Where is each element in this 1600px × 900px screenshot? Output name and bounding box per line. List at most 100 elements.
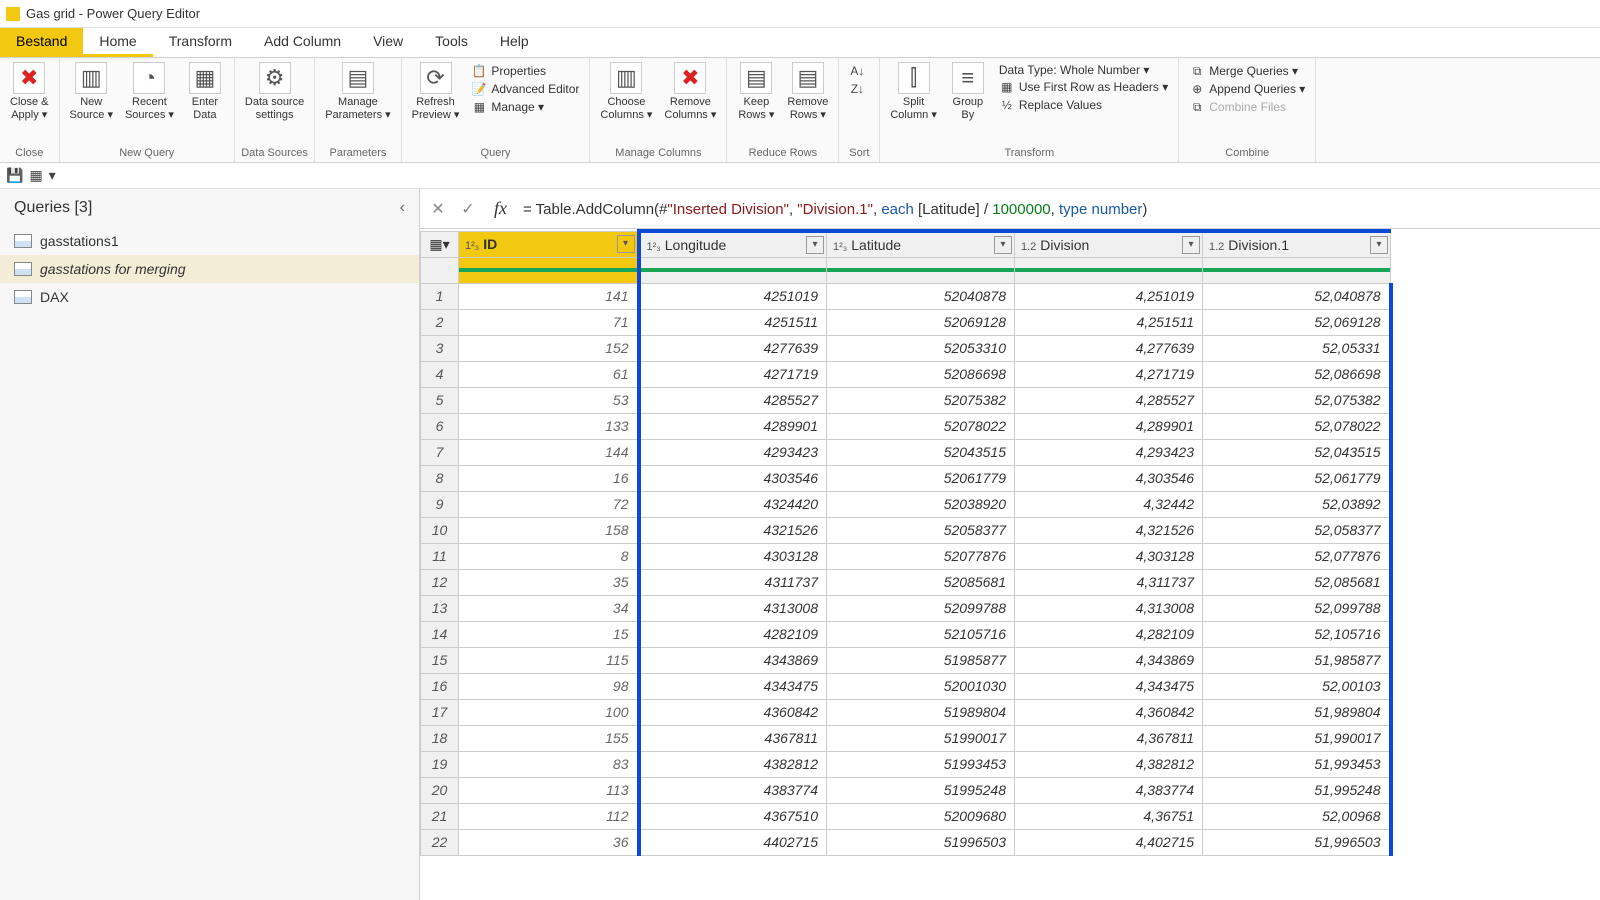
table-row[interactable]: 5534285527520753824,28552752,075382 xyxy=(421,387,1391,413)
cell-id[interactable]: 98 xyxy=(459,673,639,699)
manage-button[interactable]: ▦Manage ▾ xyxy=(467,98,583,116)
table-row[interactable]: 12354311737520856814,31173752,085681 xyxy=(421,569,1391,595)
row-number[interactable]: 4 xyxy=(421,361,459,387)
row-number[interactable]: 10 xyxy=(421,517,459,543)
cell-division[interactable]: 4,383774 xyxy=(1015,777,1203,803)
sort-desc-button[interactable]: Z↓ xyxy=(845,80,873,98)
cell-id[interactable]: 115 xyxy=(459,647,639,673)
cell-longitude[interactable]: 4277639 xyxy=(639,335,827,361)
cell-longitude[interactable]: 4251019 xyxy=(639,283,827,309)
cell-latitude[interactable]: 52053310 xyxy=(827,335,1015,361)
cell-division1[interactable]: 52,00103 xyxy=(1203,673,1391,699)
close-apply-button[interactable]: ✖Close & Apply ▾ xyxy=(4,60,55,124)
cell-latitude[interactable]: 52085681 xyxy=(827,569,1015,595)
cell-id[interactable]: 35 xyxy=(459,569,639,595)
cell-division[interactable]: 4,282109 xyxy=(1015,621,1203,647)
cell-latitude[interactable]: 52040878 xyxy=(827,283,1015,309)
cell-division[interactable]: 4,343475 xyxy=(1015,673,1203,699)
table-row[interactable]: 9724324420520389204,3244252,03892 xyxy=(421,491,1391,517)
row-number[interactable]: 18 xyxy=(421,725,459,751)
row-number[interactable]: 7 xyxy=(421,439,459,465)
cell-latitude[interactable]: 51985877 xyxy=(827,647,1015,673)
cell-id[interactable]: 53 xyxy=(459,387,639,413)
cell-longitude[interactable]: 4311737 xyxy=(639,569,827,595)
table-row[interactable]: 22364402715519965034,40271551,996503 xyxy=(421,829,1391,855)
cell-division1[interactable]: 52,040878 xyxy=(1203,283,1391,309)
collapse-queries-icon[interactable]: ‹ xyxy=(400,199,405,217)
cell-division[interactable]: 4,271719 xyxy=(1015,361,1203,387)
cell-id[interactable]: 152 xyxy=(459,335,639,361)
table-row[interactable]: 8164303546520617794,30354652,061779 xyxy=(421,465,1391,491)
table-row[interactable]: 61334289901520780224,28990152,078022 xyxy=(421,413,1391,439)
cell-id[interactable]: 144 xyxy=(459,439,639,465)
cell-latitude[interactable]: 51996503 xyxy=(827,829,1015,855)
new-source-button[interactable]: ▥New Source ▾ xyxy=(64,60,119,124)
cell-division1[interactable]: 52,061779 xyxy=(1203,465,1391,491)
formula-text[interactable]: = Table.AddColumn(#"Inserted Division", … xyxy=(523,200,1592,218)
cell-division1[interactable]: 52,043515 xyxy=(1203,439,1391,465)
row-number[interactable]: 5 xyxy=(421,387,459,413)
row-number[interactable]: 3 xyxy=(421,335,459,361)
cell-latitude[interactable]: 51995248 xyxy=(827,777,1015,803)
cell-id[interactable]: 83 xyxy=(459,751,639,777)
table-corner[interactable]: ▦▾ xyxy=(421,231,459,257)
cell-id[interactable]: 133 xyxy=(459,413,639,439)
cell-longitude[interactable]: 4360842 xyxy=(639,699,827,725)
tab-view[interactable]: View xyxy=(357,28,419,57)
cell-latitude[interactable]: 52009680 xyxy=(827,803,1015,829)
split-column-button[interactable]: ⫿Split Column ▾ xyxy=(884,60,942,124)
cell-id[interactable]: 15 xyxy=(459,621,639,647)
cell-division1[interactable]: 51,989804 xyxy=(1203,699,1391,725)
row-number[interactable]: 9 xyxy=(421,491,459,517)
qat-dropdown-icon[interactable]: ▾ xyxy=(49,167,56,184)
cell-latitude[interactable]: 52105716 xyxy=(827,621,1015,647)
save-icon[interactable]: 💾 xyxy=(6,167,23,184)
tab-help[interactable]: Help xyxy=(484,28,545,57)
cell-division1[interactable]: 51,985877 xyxy=(1203,647,1391,673)
data-type-button[interactable]: Data Type: Whole Number ▾ xyxy=(995,62,1172,78)
cell-division[interactable]: 4,311737 xyxy=(1015,569,1203,595)
cell-latitude[interactable]: 51989804 xyxy=(827,699,1015,725)
cell-id[interactable]: 61 xyxy=(459,361,639,387)
cell-division[interactable]: 4,303546 xyxy=(1015,465,1203,491)
cell-latitude[interactable]: 51990017 xyxy=(827,725,1015,751)
cell-latitude[interactable]: 52038920 xyxy=(827,491,1015,517)
row-number[interactable]: 16 xyxy=(421,673,459,699)
cell-longitude[interactable]: 4321526 xyxy=(639,517,827,543)
cell-id[interactable]: 36 xyxy=(459,829,639,855)
table-row[interactable]: 13344313008520997884,31300852,099788 xyxy=(421,595,1391,621)
cell-division[interactable]: 4,32442 xyxy=(1015,491,1203,517)
cell-id[interactable]: 141 xyxy=(459,283,639,309)
data-source-settings-button[interactable]: ⚙Data source settings xyxy=(239,60,310,124)
row-number[interactable]: 11 xyxy=(421,543,459,569)
cell-division[interactable]: 4,343869 xyxy=(1015,647,1203,673)
tab-add-column[interactable]: Add Column xyxy=(248,28,357,57)
cell-division1[interactable]: 52,077876 xyxy=(1203,543,1391,569)
cell-division[interactable]: 4,251511 xyxy=(1015,309,1203,335)
cell-division[interactable]: 4,285527 xyxy=(1015,387,1203,413)
enter-data-button[interactable]: ▦Enter Data xyxy=(180,60,230,124)
cell-longitude[interactable]: 4303128 xyxy=(639,543,827,569)
row-number[interactable]: 14 xyxy=(421,621,459,647)
table-row[interactable]: 4614271719520866984,27171952,086698 xyxy=(421,361,1391,387)
column-header-division1[interactable]: 1.2Division.1▾ xyxy=(1203,231,1391,257)
cell-id[interactable]: 34 xyxy=(459,595,639,621)
cell-division[interactable]: 4,36751 xyxy=(1015,803,1203,829)
recent-sources-button[interactable]: ◔Recent Sources ▾ xyxy=(119,60,180,124)
row-number[interactable]: 6 xyxy=(421,413,459,439)
remove-rows-button[interactable]: ▤Remove Rows ▾ xyxy=(781,60,834,124)
cell-division[interactable]: 4,289901 xyxy=(1015,413,1203,439)
filter-dropdown-icon[interactable]: ▾ xyxy=(617,235,635,253)
remove-columns-button[interactable]: ✖Remove Columns ▾ xyxy=(658,60,722,124)
table-row[interactable]: 31524277639520533104,27763952,05331 xyxy=(421,335,1391,361)
cell-latitude[interactable]: 52078022 xyxy=(827,413,1015,439)
combine-files-button[interactable]: ⧉Combine Files xyxy=(1185,98,1309,116)
row-number[interactable]: 2 xyxy=(421,309,459,335)
cell-division[interactable]: 4,367811 xyxy=(1015,725,1203,751)
cell-longitude[interactable]: 4313008 xyxy=(639,595,827,621)
cell-division1[interactable]: 51,996503 xyxy=(1203,829,1391,855)
cell-latitude[interactable]: 52043515 xyxy=(827,439,1015,465)
table-row[interactable]: 201134383774519952484,38377451,995248 xyxy=(421,777,1391,803)
advanced-editor-button[interactable]: 📝Advanced Editor xyxy=(467,80,583,98)
row-number[interactable]: 21 xyxy=(421,803,459,829)
